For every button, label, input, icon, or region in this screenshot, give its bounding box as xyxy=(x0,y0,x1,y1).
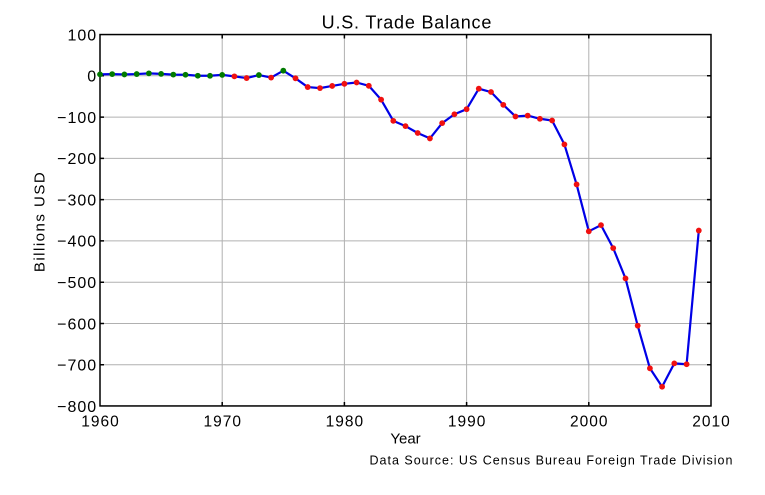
svg-text:1970: 1970 xyxy=(203,414,241,431)
svg-text:2010: 2010 xyxy=(692,414,730,431)
svg-text:Billions USD: Billions USD xyxy=(31,171,48,272)
svg-text:1960: 1960 xyxy=(81,414,119,431)
svg-text:100: 100 xyxy=(67,27,97,44)
svg-text:U.S. Trade Balance: U.S. Trade Balance xyxy=(322,12,493,32)
svg-text:2000: 2000 xyxy=(570,414,608,431)
svg-text:−800: −800 xyxy=(57,399,97,416)
svg-text:−200: −200 xyxy=(57,151,97,168)
svg-text:−100: −100 xyxy=(57,110,97,127)
svg-text:Data Source: US Census Bureau: Data Source: US Census Bureau Foreign Tr… xyxy=(370,453,734,467)
svg-text:−500: −500 xyxy=(57,275,97,292)
svg-text:−600: −600 xyxy=(57,316,97,333)
svg-text:0: 0 xyxy=(87,69,97,86)
svg-text:−400: −400 xyxy=(57,234,97,251)
svg-text:1990: 1990 xyxy=(448,414,486,431)
svg-text:Year: Year xyxy=(390,431,420,448)
svg-text:−700: −700 xyxy=(57,358,97,375)
svg-text:1980: 1980 xyxy=(326,414,364,431)
svg-text:−300: −300 xyxy=(57,192,97,209)
